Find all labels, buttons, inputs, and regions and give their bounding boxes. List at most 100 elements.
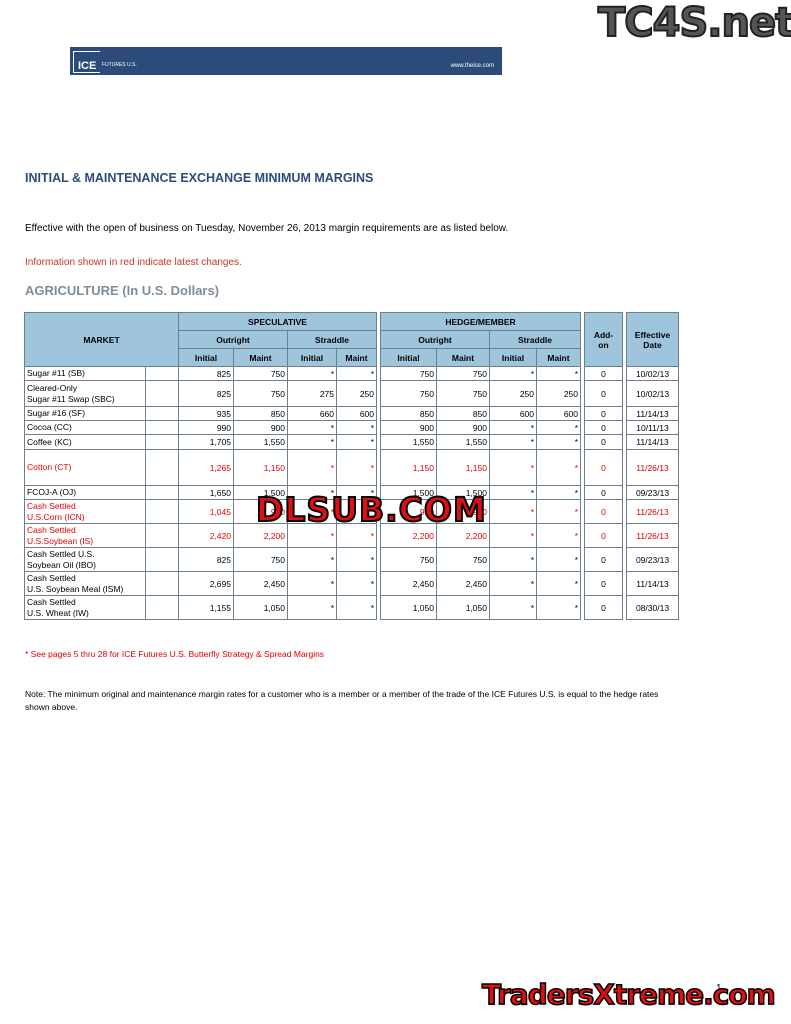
value-cell: 10/02/13: [626, 380, 679, 407]
value-cell: 600: [336, 406, 377, 421]
value-cell: 2,450: [233, 571, 288, 596]
url: www.theice.com: [450, 63, 494, 69]
gap: [622, 523, 627, 548]
value-cell: 600: [489, 406, 537, 421]
value-cell: 250: [536, 380, 581, 407]
value-cell: 11/14/13: [626, 406, 679, 421]
gap: [376, 499, 381, 524]
gap: [376, 380, 381, 407]
value-cell: 275: [287, 380, 337, 407]
gap: [376, 366, 381, 381]
gap: [622, 485, 627, 500]
value-cell: 1,150: [436, 449, 490, 486]
value-cell: 825: [178, 547, 234, 572]
value-cell: 950: [233, 499, 288, 524]
value-cell: *: [287, 595, 337, 620]
gap: [376, 420, 381, 435]
value-cell: 750: [436, 547, 490, 572]
value-cell: *: [287, 571, 337, 596]
market-cell: Sugar #16 (SF): [24, 406, 146, 421]
gap: [622, 595, 627, 620]
value-cell: *: [336, 420, 377, 435]
table-row: Cleared-Only Sugar #11 Swap (SBC) 825 750 2…: [24, 380, 679, 407]
value-cell: 1,650: [178, 485, 234, 500]
value-cell: 1,550: [436, 434, 490, 450]
market-cell: Cash Settled U.S. Wheat (IW): [24, 595, 146, 620]
logo-subtitle: FUTURES U.S.: [102, 62, 137, 68]
table-row: FCOJ-A (OJ) 1,650 1,500 * * 1,500 1,500 * * 0 09/2…: [24, 485, 679, 500]
blank-cell: [145, 547, 179, 572]
value-cell: 935: [178, 406, 234, 421]
value-cell: 09/23/13: [626, 485, 679, 500]
value-cell: 900: [436, 420, 490, 435]
value-cell: 750: [233, 380, 288, 407]
value-cell: 2,200: [233, 523, 288, 548]
value-cell: *: [336, 571, 377, 596]
banner: ICE FUTURES U.S. www.theice.com: [70, 47, 502, 75]
header-outright: Outright: [178, 330, 288, 349]
gap: [376, 547, 381, 572]
value-cell: 11/14/13: [626, 571, 679, 596]
watermark: TradersXtreme.com: [481, 977, 776, 1012]
header-sub: Maint: [436, 348, 490, 367]
value-cell: 0: [584, 485, 623, 500]
gap: [580, 595, 585, 620]
value-cell: 1,550: [380, 434, 437, 450]
value-cell: 0: [584, 571, 623, 596]
gap: [376, 571, 381, 596]
value-cell: 850: [233, 406, 288, 421]
value-cell: *: [489, 499, 537, 524]
value-cell: 11/26/13: [626, 499, 679, 524]
value-cell: 600: [536, 406, 581, 421]
gap: [622, 449, 627, 486]
value-cell: *: [536, 499, 581, 524]
value-cell: *: [489, 523, 537, 548]
market-cell: Sugar #11 (SB): [24, 366, 146, 381]
header-straddle: Straddle: [489, 330, 581, 349]
value-cell: 10/02/13: [626, 366, 679, 381]
gap: [580, 485, 585, 500]
value-cell: 11/14/13: [626, 434, 679, 450]
value-cell: 0: [584, 366, 623, 381]
value-cell: 1,705: [178, 434, 234, 450]
market-cell: Cocoa (CC): [24, 420, 146, 435]
value-cell: *: [489, 485, 537, 500]
gap: [622, 571, 627, 596]
value-cell: *: [489, 547, 537, 572]
market-cell: Cleared-Only Sugar #11 Swap (SBC): [24, 380, 146, 407]
note: Note: The minimum original and maintenan…: [25, 689, 659, 712]
value-cell: *: [536, 420, 581, 435]
value-cell: 750: [233, 366, 288, 381]
value-cell: *: [287, 420, 337, 435]
value-cell: 1,155: [178, 595, 234, 620]
value-cell: 990: [178, 420, 234, 435]
header-sub: Initial: [489, 348, 537, 367]
value-cell: 08/30/13: [626, 595, 679, 620]
value-cell: 0: [584, 420, 623, 435]
blank-cell: [145, 485, 179, 500]
blank-cell: [145, 406, 179, 421]
value-cell: 750: [436, 366, 490, 381]
table-row: Sugar #11 (SB) 825 750 * * 750 750 * * 0 10/02/13: [24, 366, 679, 381]
value-cell: 1,550: [233, 434, 288, 450]
value-cell: *: [287, 449, 337, 486]
value-cell: *: [536, 595, 581, 620]
market-cell: Cash Settled U.S.Corn (ICN): [24, 499, 146, 524]
value-cell: *: [536, 366, 581, 381]
gap: [376, 406, 381, 421]
value-cell: *: [489, 595, 537, 620]
blank-cell: [145, 366, 179, 381]
header-date: Effective Date: [626, 312, 679, 367]
header-addon: Add- on: [584, 312, 623, 367]
value-cell: 900: [380, 420, 437, 435]
header-sub: Initial: [178, 348, 234, 367]
table-row: Cash Settled U.S. Wheat (IW) 1,155 1,050 * *…: [24, 595, 679, 620]
value-cell: 750: [436, 380, 490, 407]
value-cell: *: [536, 547, 581, 572]
blank-cell: [145, 571, 179, 596]
blank-cell: [145, 595, 179, 620]
value-cell: 0: [584, 547, 623, 572]
table-row: Cocoa (CC) 990 900 * * 900 900 * * 0 10/11/13: [24, 420, 679, 435]
value-cell: 09/23/13: [626, 547, 679, 572]
